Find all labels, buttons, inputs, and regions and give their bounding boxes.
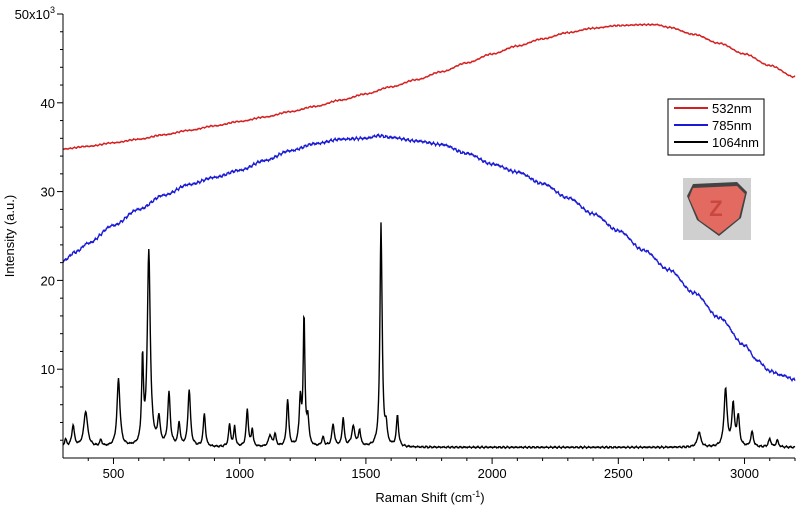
- y-tick-label: 40: [41, 96, 55, 111]
- x-tick-label: 1500: [351, 466, 380, 481]
- plot-lines: [62, 23, 796, 450]
- y-axis-title: Intensity (a.u.): [2, 195, 17, 277]
- legend-label: 785nm: [712, 118, 752, 133]
- x-tick-label: 2500: [604, 466, 633, 481]
- x-tick-label: 500: [103, 466, 125, 481]
- y-tick-label: 10: [41, 362, 55, 377]
- x-tick-label: 3000: [730, 466, 759, 481]
- axes: [62, 14, 795, 459]
- series-line-532nm: [62, 23, 796, 151]
- tablet-imprint: Z: [709, 196, 722, 221]
- tablet-pill: [689, 186, 745, 234]
- y-tick-label: 20: [41, 273, 55, 288]
- legend-label: 1064nm: [712, 135, 759, 150]
- series-line-1064nm: [62, 222, 796, 450]
- x-tick-label: 1000: [225, 466, 254, 481]
- y-tick-label: 50x103: [15, 5, 55, 22]
- x-ticks: 500 1000 1500 2000 2500 3000: [87, 458, 796, 481]
- legend-label: 532nm: [712, 101, 752, 116]
- tablet-photo-icon: Z: [683, 178, 751, 240]
- y-ticks: 10 20 30 40 50x103: [15, 5, 63, 441]
- series-line-785nm: [62, 133, 796, 383]
- x-axis-title: Raman Shift (cm-1): [375, 489, 484, 505]
- legend: 532nm 785nm 1064nm: [667, 98, 765, 156]
- x-tick-label: 2000: [478, 466, 507, 481]
- y-tick-label: 30: [41, 185, 55, 200]
